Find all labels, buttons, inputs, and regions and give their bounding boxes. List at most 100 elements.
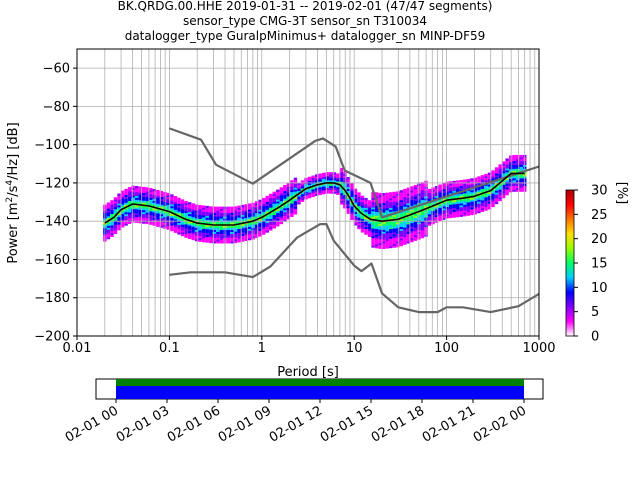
density-cell: [456, 190, 460, 193]
density-cell: [364, 232, 368, 235]
density-cell: [350, 183, 354, 186]
density-cell: [187, 217, 192, 220]
density-cell: [501, 167, 506, 170]
density-cell: [261, 232, 266, 235]
density-cell: [166, 204, 171, 207]
density-cell: [463, 212, 467, 215]
density-cell: [283, 219, 287, 222]
density-cell: [431, 187, 435, 190]
density-cell: [307, 193, 312, 197]
density-cell: [399, 205, 403, 208]
density-cell: [134, 208, 139, 212]
density-cell: [498, 185, 502, 188]
density-cell: [120, 219, 125, 222]
density-cell: [445, 212, 449, 215]
density-cell: [420, 216, 425, 220]
density-cell: [283, 209, 287, 213]
density-cell: [501, 188, 506, 191]
density-cell: [381, 223, 386, 227]
density-cell: [279, 187, 284, 190]
density-cell: [307, 190, 312, 193]
density-cell: [491, 202, 495, 206]
density-cell: [205, 234, 209, 237]
density-cell: [413, 202, 418, 205]
density-cell: [307, 180, 312, 183]
density-cell: [293, 198, 298, 202]
density-cell: [166, 227, 171, 230]
density-cell: [381, 200, 386, 204]
density-cell: [413, 190, 418, 194]
density-cell: [392, 235, 396, 239]
density-cell: [244, 217, 248, 220]
density-cell: [279, 191, 284, 194]
density-cell: [470, 199, 474, 202]
density-cell: [110, 211, 114, 215]
density-cell: [434, 193, 439, 197]
density-cell: [434, 205, 439, 208]
density-cell: [434, 216, 439, 220]
density-cell: [325, 175, 329, 179]
density-cell: [131, 210, 135, 213]
density-cell: [438, 209, 442, 212]
density-cell: [410, 228, 414, 231]
density-cell: [216, 216, 220, 219]
density-cell: [138, 205, 142, 208]
density-cell: [265, 195, 269, 199]
colorbar-tick-label: 0: [591, 330, 599, 345]
density-cell: [505, 162, 509, 165]
density-cell: [484, 187, 488, 190]
density-cell: [279, 194, 284, 198]
density-cell: [505, 166, 509, 169]
density-cell: [149, 209, 153, 212]
density-cell: [516, 156, 520, 160]
density-cell: [187, 207, 192, 211]
density-cell: [406, 195, 411, 198]
density-cell: [286, 217, 291, 220]
density-cell: [170, 194, 174, 197]
density-cell: [106, 229, 111, 232]
density-cell: [389, 245, 393, 249]
density-cell: [212, 239, 216, 242]
density-cell: [177, 230, 181, 233]
density-cell: [286, 184, 291, 187]
density-cell: [357, 217, 361, 220]
density-cell: [438, 217, 442, 220]
density-cell: [124, 217, 128, 220]
density-cell: [487, 172, 492, 176]
density-cell: [396, 216, 400, 219]
density-cell: [191, 210, 195, 214]
colorbar-tick-label: 20: [591, 232, 608, 247]
density-cell: [336, 190, 340, 194]
density-cell: [138, 217, 142, 220]
density-cell: [470, 212, 474, 216]
density-cell: [470, 191, 474, 195]
density-cell: [463, 185, 467, 188]
density-cell: [494, 196, 499, 199]
density-cell: [491, 174, 495, 177]
density-cell: [205, 219, 209, 222]
density-cell: [269, 193, 273, 197]
density-cell: [487, 174, 492, 177]
density-cell: [159, 202, 164, 205]
density-cell: [346, 201, 351, 205]
density-cell: [283, 196, 287, 199]
density-cell: [410, 193, 414, 197]
density-cell: [364, 201, 368, 205]
density-cell: [466, 178, 471, 182]
density-cell: [152, 188, 157, 192]
density-cell: [494, 201, 499, 205]
density-cell: [219, 212, 224, 215]
density-cell: [138, 220, 142, 224]
density-cell: [343, 175, 347, 178]
timeline-tick-label: 02-01 03: [114, 403, 172, 445]
y-tick-label: −120: [34, 176, 70, 191]
density-cell: [463, 192, 467, 196]
density-cell: [254, 201, 259, 204]
density-cell: [381, 233, 386, 236]
density-cell: [389, 196, 393, 199]
density-cell: [434, 214, 439, 218]
density-cell: [184, 229, 188, 233]
density-cell: [254, 227, 259, 231]
density-cell: [134, 207, 139, 210]
density-cell: [491, 191, 495, 194]
